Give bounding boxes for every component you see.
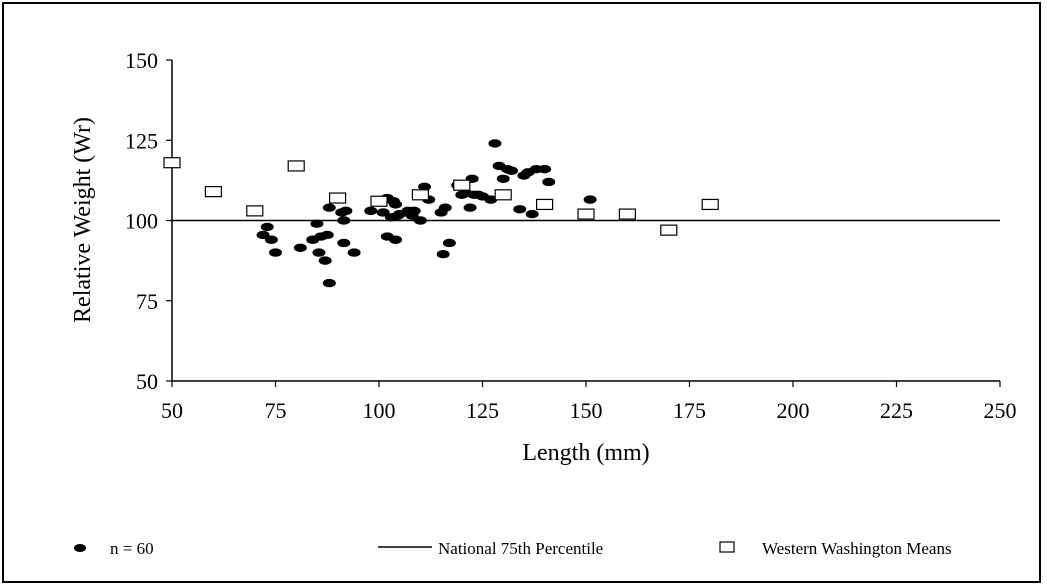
x-tick-label: 75 <box>265 398 287 423</box>
data-point <box>496 174 510 183</box>
data-point <box>312 248 326 257</box>
x-axis-label: Length (mm) <box>522 440 649 466</box>
data-marks <box>163 139 1000 288</box>
data-point <box>322 278 336 288</box>
legend-marker-open-square <box>719 541 735 553</box>
legend-label-national: National 75th Percentile <box>438 539 603 558</box>
mean-marker <box>329 192 347 204</box>
mean-marker <box>370 195 388 207</box>
data-point <box>322 203 336 212</box>
data-point <box>337 238 351 248</box>
data-point <box>293 243 307 252</box>
x-tick-label: 50 <box>161 398 183 423</box>
mean-marker <box>618 208 637 220</box>
legend-label-western: Western Washington Means <box>762 539 952 558</box>
x-tick-label: 175 <box>673 398 706 423</box>
data-point <box>320 230 334 240</box>
axis-ticks: 50 75 100 125 150 175 200 225 250 50 75 100 125 150 <box>125 48 1017 423</box>
data-point <box>376 208 390 217</box>
data-point <box>488 139 502 148</box>
data-point <box>339 206 353 216</box>
data-point <box>389 200 403 209</box>
data-point <box>583 195 597 204</box>
x-tick-label: 125 <box>466 398 499 423</box>
data-point <box>347 248 361 257</box>
data-point <box>318 256 332 265</box>
x-tick-label: 100 <box>363 398 396 423</box>
data-point <box>442 238 456 248</box>
legend: n = 60 National 75th Percentile Western … <box>74 539 952 558</box>
data-point <box>256 230 270 240</box>
data-point <box>484 195 498 204</box>
x-tick-label: 150 <box>570 398 603 423</box>
y-axis-label: Relative Weight (Wr) <box>70 117 96 323</box>
data-point <box>407 206 421 216</box>
data-point <box>525 209 539 219</box>
mean-marker <box>411 189 429 201</box>
data-point <box>310 219 324 228</box>
data-point <box>264 235 278 244</box>
data-point <box>436 250 450 259</box>
data-point <box>418 182 432 191</box>
y-tick-label: 50 <box>136 369 158 394</box>
data-point <box>389 235 403 244</box>
x-tick-label: 200 <box>777 398 810 423</box>
data-point <box>364 206 378 216</box>
mean-marker <box>701 198 719 211</box>
data-point <box>504 166 518 175</box>
mean-marker <box>577 208 595 220</box>
mean-marker <box>453 179 471 191</box>
mean-marker <box>163 157 181 169</box>
y-tick-label: 150 <box>125 48 158 73</box>
y-tick-label: 75 <box>136 289 158 314</box>
mean-marker <box>660 224 678 236</box>
legend-marker-filled-ellipse <box>74 544 86 552</box>
data-point <box>463 203 477 212</box>
y-tick-label: 125 <box>125 128 158 153</box>
x-tick-label: 225 <box>880 398 913 423</box>
data-point <box>542 177 556 187</box>
mean-marker <box>204 186 222 198</box>
data-point <box>513 205 527 214</box>
mean-marker <box>287 160 305 172</box>
data-point <box>538 164 552 174</box>
data-point <box>260 222 274 232</box>
mean-marker <box>246 205 264 217</box>
y-tick-label: 100 <box>125 209 158 234</box>
mean-marker <box>535 198 554 211</box>
mean-marker <box>494 189 512 201</box>
x-tick-label: 250 <box>984 398 1017 423</box>
data-point <box>269 248 282 257</box>
data-point <box>438 203 452 212</box>
legend-label-n: n = 60 <box>110 539 154 558</box>
